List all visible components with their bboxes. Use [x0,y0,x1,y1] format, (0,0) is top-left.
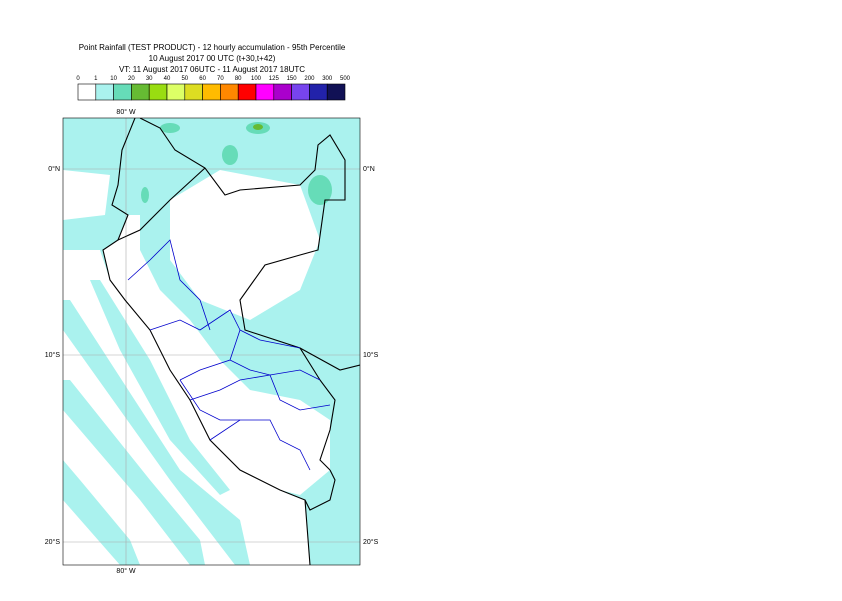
legend-swatch [148,83,168,101]
legend-label: 40 [164,76,171,82]
legend-label: 200 [304,76,315,82]
lat-label: 10°S [45,351,61,359]
legend: 0 1 10 20 30 40 50 60 70 80 100 125 150 200 300 500 [76,76,351,101]
legend-swatch [326,83,346,101]
legend-swatch [113,83,132,101]
lat-label: 0°N [363,165,375,173]
legend-swatch [220,83,239,101]
legend-label: 100 [251,76,262,82]
legend-label: 60 [199,76,206,82]
legend-label: 30 [146,76,153,82]
legend-label: 70 [217,76,224,82]
legend-label: 80 [235,76,242,82]
legend-label: 50 [181,76,188,82]
legend-label: 500 [340,76,351,82]
lon-label: 80° W [116,567,136,575]
legend-swatch [95,83,114,101]
legend-label: 300 [322,76,333,82]
title-line: Point Rainfall (TEST PRODUCT) - 12 hourl… [79,43,346,52]
legend-swatch [184,83,203,101]
title-line: VT: 11 August 2017 06UTC - 11 August 201… [119,65,305,74]
legend-swatch [77,83,97,101]
lat-label: 10°S [363,351,379,359]
legend-swatch [202,83,221,101]
legend-label: 1 [94,76,98,82]
title-line: 10 August 2017 00 UTC (t+30,t+42) [149,54,276,63]
legend-label: 150 [287,76,298,82]
legend-label: 10 [110,76,117,82]
lat-label: 20°S [363,538,379,546]
lon-label: 80° W [116,108,136,116]
legend-swatch [309,83,328,101]
legend-swatch [131,83,150,101]
legend-swatch [291,83,310,101]
legend-swatch [166,83,186,101]
legend-swatch [273,83,292,101]
legend-label: 0 [76,76,80,82]
lat-label: 20°S [45,538,61,546]
legend-label: 20 [128,76,135,82]
lat-label: 0°N [48,165,60,173]
legend-label: 125 [269,76,280,82]
map [63,118,360,565]
legend-swatch [237,83,257,101]
legend-swatch [255,83,275,101]
